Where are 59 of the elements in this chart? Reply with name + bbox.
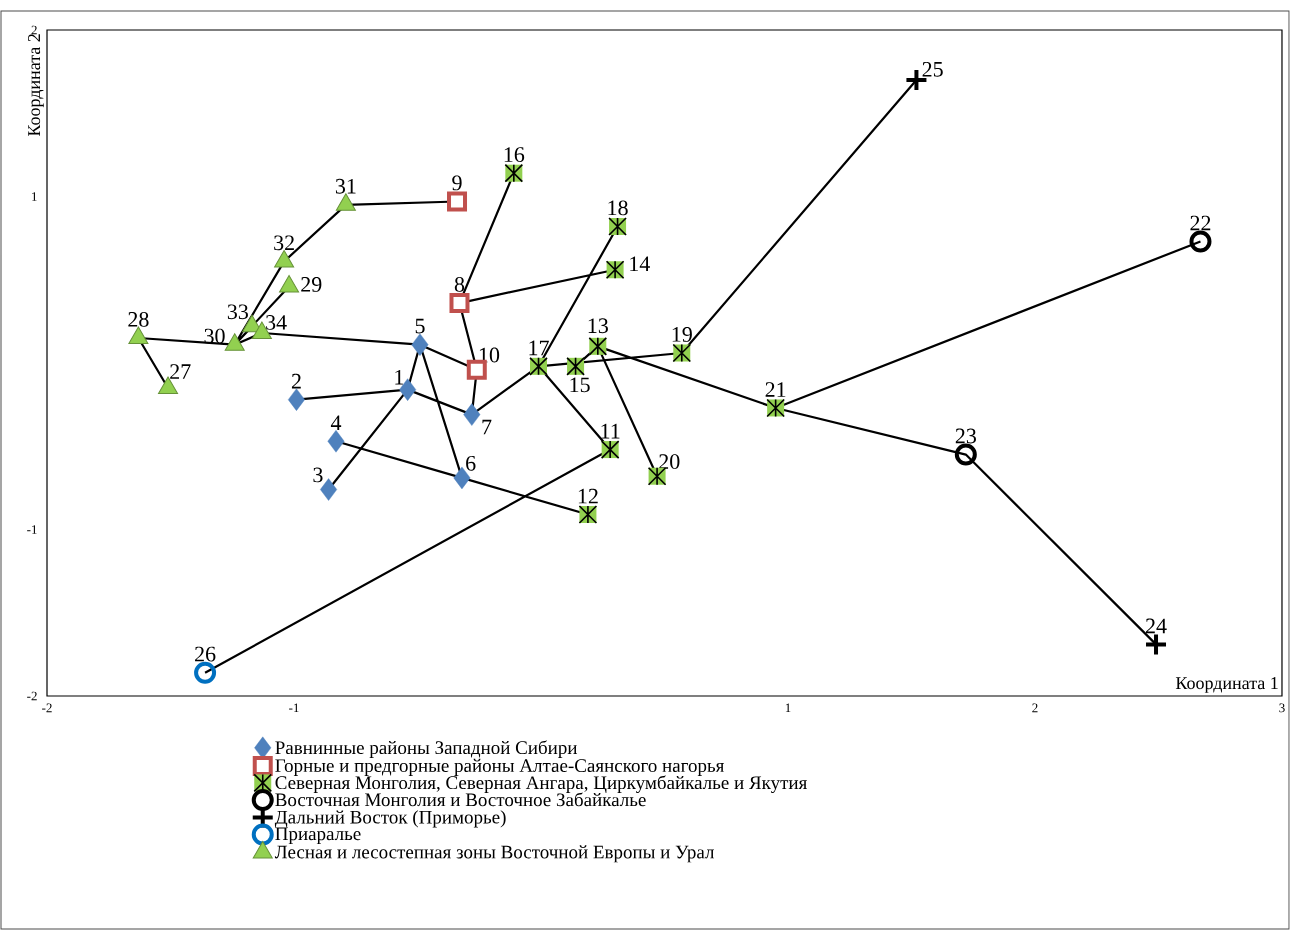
annotation: 13 [588, 318, 608, 334]
annotation: 1 [395, 369, 404, 385]
legend-label: Северная Монголия, Северная Ангара, Циркумбайкалье и Якутия [275, 775, 807, 794]
legend-label: Приаралье [275, 827, 361, 845]
annotation: 24 [1145, 618, 1167, 634]
annotation: 7 [482, 419, 492, 435]
annotation: 19 [672, 327, 692, 342]
point [447, 191, 468, 212]
y-tick-label: 2 [31, 25, 37, 35]
annotation: 15 [570, 377, 590, 393]
point [1144, 632, 1169, 657]
annotation: 27 [170, 364, 191, 379]
x-tick-label: 2 [1032, 703, 1038, 713]
x-tick-label: -2 [42, 703, 52, 713]
annotation: 14 [630, 256, 650, 272]
point [327, 430, 345, 453]
point [1189, 230, 1212, 253]
annotation: 23 [955, 428, 976, 444]
annotation: 5 [415, 318, 425, 334]
annotation: 33 [227, 304, 248, 320]
annotation: 17 [529, 340, 549, 356]
y-tick-label: 1 [32, 192, 37, 201]
point [288, 388, 305, 411]
y-tick-label: -1 [27, 525, 37, 534]
point [463, 403, 481, 426]
annotation: 6 [466, 455, 476, 471]
point [194, 661, 217, 684]
annotation: 18 [608, 200, 628, 216]
x-axis-title: Координата 1 [1175, 677, 1278, 693]
annotation: 26 [195, 646, 216, 662]
annotation: 32 [274, 235, 294, 251]
y-tick-label: -2 [27, 691, 37, 701]
legend-label: Дальний Восток (Приморье) [274, 810, 506, 828]
x-tick-label: 3 [1279, 703, 1285, 713]
annotation: 11 [601, 423, 620, 439]
point [954, 443, 977, 466]
y-axis-title: Координата 2 [28, 34, 44, 137]
annotation: 9 [452, 175, 462, 191]
annotation: 2 [291, 373, 301, 389]
point [411, 333, 429, 356]
annotation: 34 [266, 315, 287, 330]
legend-label: Лесная и лесостепная зоны Восточной Европы и Урал [274, 845, 715, 863]
annotation: 31 [335, 178, 356, 194]
annotation: 25 [922, 61, 943, 77]
legend-label: Горные и предгорные районы Алтае-Саянского нагорья [275, 758, 725, 776]
x-tick-label: 1 [785, 703, 791, 713]
legend-label: Равнинные районы Западной Сибири [275, 740, 578, 758]
x-tick-label: -1 [289, 703, 299, 713]
point [449, 293, 470, 314]
annotation: 3 [313, 467, 323, 483]
annotation: 12 [578, 488, 598, 504]
annotation: 4 [330, 415, 342, 431]
annotation: 21 [765, 382, 786, 397]
annotation: 28 [128, 311, 149, 327]
annotation: 29 [301, 277, 322, 292]
annotation: 16 [504, 147, 525, 162]
annotation: 22 [1190, 215, 1211, 231]
annotation: 8 [454, 277, 465, 292]
legend-label: Восточная Монголия и Восточное Забайкалье [275, 792, 646, 807]
